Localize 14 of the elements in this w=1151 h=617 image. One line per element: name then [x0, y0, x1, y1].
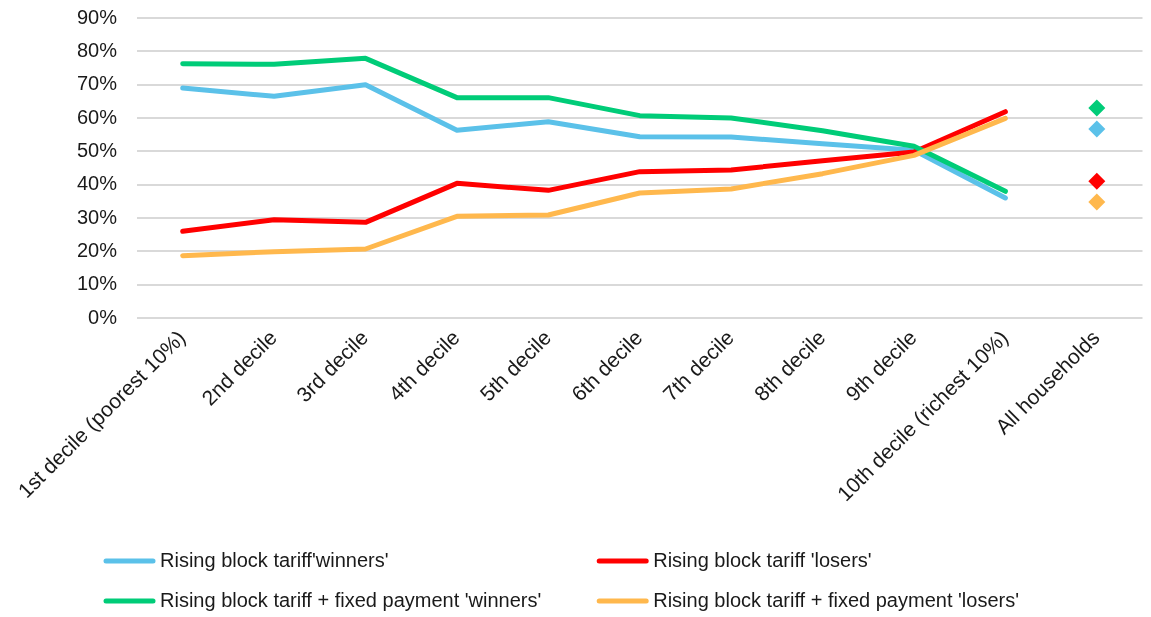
legend-label: Rising block tariff'winners' — [160, 548, 389, 571]
y-tick-label: 40% — [76, 172, 118, 195]
legend-label: Rising block tariff 'losers' — [653, 548, 872, 571]
y-tick-label: 90% — [76, 5, 118, 28]
y-tick-label: 30% — [76, 205, 118, 228]
y-tick-label: 10% — [76, 272, 118, 295]
y-tick-label: 50% — [76, 138, 118, 161]
y-tick-label: 0% — [88, 305, 118, 328]
legend-label: Rising block tariff + fixed payment 'losers' — [653, 588, 1019, 611]
y-tick-label: 80% — [76, 38, 118, 61]
y-tick-label: 60% — [76, 105, 118, 128]
y-tick-label: 70% — [76, 72, 118, 95]
legend-label: Rising block tariff + fixed payment 'winners' — [160, 588, 542, 611]
y-tick-label: 20% — [76, 238, 118, 261]
